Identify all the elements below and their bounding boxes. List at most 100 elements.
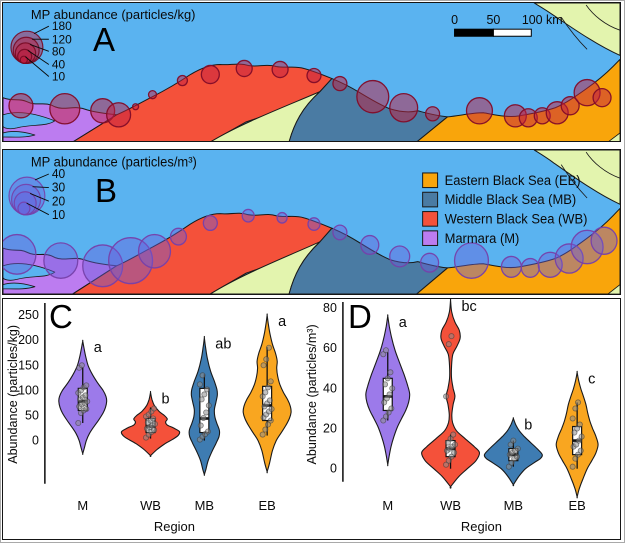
station-bubble — [560, 96, 580, 116]
size-legend-value: 180 — [52, 19, 72, 33]
data-point — [267, 378, 274, 385]
significance-letter: a — [94, 340, 103, 356]
data-point — [443, 393, 450, 400]
data-point — [575, 437, 582, 444]
station-bubble — [389, 245, 411, 268]
data-point — [386, 391, 393, 398]
land-corner — [607, 284, 620, 294]
station-bubble — [271, 60, 289, 79]
station-bubble — [570, 229, 604, 265]
category-label: MB — [504, 498, 523, 513]
data-point — [267, 417, 274, 424]
size-legend-title: MP abundance (particles/kg) — [31, 7, 196, 22]
scalebar-label: 50 — [486, 13, 500, 27]
data-point — [513, 453, 520, 460]
data-point — [448, 453, 455, 460]
station-bubble — [8, 93, 34, 119]
station-bubble — [332, 75, 348, 92]
data-point — [203, 409, 210, 416]
station-bubble — [389, 93, 419, 123]
violin-panels-cd: 250 200 150 100 50 0 Abundance (particles/kg) R… — [2, 298, 621, 540]
map-panel-b: 40 30 20 10 MP abundance (particles/m³) Easte… — [2, 149, 621, 295]
size-legend-leader-line — [32, 186, 49, 189]
station-bubble — [176, 74, 189, 87]
category-label: M — [77, 498, 88, 513]
panel-c-letter: C — [49, 298, 73, 335]
land-northeast — [533, 3, 620, 56]
data-point — [578, 433, 585, 440]
size-legend-leader-line — [25, 56, 50, 77]
marmara-sea-inlet — [3, 131, 36, 138]
station-bubble — [453, 242, 490, 280]
scalebar-black-segment — [454, 28, 494, 37]
data-point — [382, 347, 389, 354]
border-line — [560, 164, 588, 199]
data-point — [389, 385, 396, 392]
data-point — [265, 384, 272, 391]
size-legend-value: 40 — [52, 167, 65, 181]
data-point — [204, 386, 211, 393]
data-point — [575, 451, 582, 458]
size-legend-leader-line — [29, 193, 50, 202]
data-point — [450, 431, 457, 438]
data-point — [508, 459, 515, 466]
data-point — [382, 413, 389, 420]
y-axis-label: Abundance (particles/kg) — [6, 325, 20, 464]
data-point — [259, 393, 266, 400]
station-bubble — [356, 79, 390, 114]
significance-letter: bc — [462, 299, 477, 315]
data-point — [381, 399, 388, 406]
data-point — [388, 405, 395, 412]
data-point — [445, 341, 452, 348]
size-legend-circle — [19, 55, 29, 65]
data-point — [201, 391, 208, 398]
land-northeast — [533, 150, 620, 205]
data-point — [266, 397, 273, 404]
data-point — [447, 435, 454, 442]
station-bubble — [241, 208, 255, 223]
station-bubble — [200, 64, 220, 85]
station-bubble — [276, 211, 288, 224]
size-legend-circle — [17, 201, 31, 216]
data-point — [383, 395, 390, 402]
y-tick-label: 150 — [18, 358, 39, 372]
category-label: M — [382, 498, 393, 513]
panel-d-letter: D — [348, 298, 372, 335]
y-tick-label: 0 — [32, 434, 39, 448]
data-point — [385, 409, 392, 416]
marmara-sea-inlet — [3, 282, 36, 290]
map-panel-a: 180 120 80 40 10 MP abundance (particles/kg) 0… — [2, 2, 621, 142]
violin-wb — [421, 299, 481, 489]
land-corner — [608, 132, 620, 141]
data-point — [572, 455, 579, 462]
data-point — [573, 441, 580, 448]
x-axis-label: Region — [461, 519, 502, 534]
data-point — [151, 405, 158, 412]
station-bubble — [49, 93, 81, 125]
legend-label-m: Marmara (M) — [445, 231, 520, 246]
y-tick-label: 100 — [18, 383, 39, 397]
data-point — [577, 447, 584, 454]
size-legend-value: 10 — [52, 70, 66, 84]
data-point — [451, 449, 458, 456]
station-bubble — [332, 224, 348, 241]
station-bubble — [131, 103, 140, 111]
data-point — [443, 461, 450, 468]
scalebar-white-segment — [492, 28, 532, 37]
data-point — [196, 381, 203, 388]
data-point — [507, 441, 514, 448]
station-bubble — [465, 97, 494, 125]
station-bubble — [590, 226, 618, 256]
size-legend-value: 120 — [52, 32, 72, 46]
station-bubble — [43, 242, 79, 280]
data-point — [572, 405, 579, 412]
station-bubble — [108, 236, 154, 285]
size-legend-value: 20 — [52, 194, 65, 208]
significance-letter: b — [524, 417, 532, 433]
data-point — [75, 420, 82, 427]
data-point — [150, 415, 157, 422]
data-point — [571, 429, 578, 436]
